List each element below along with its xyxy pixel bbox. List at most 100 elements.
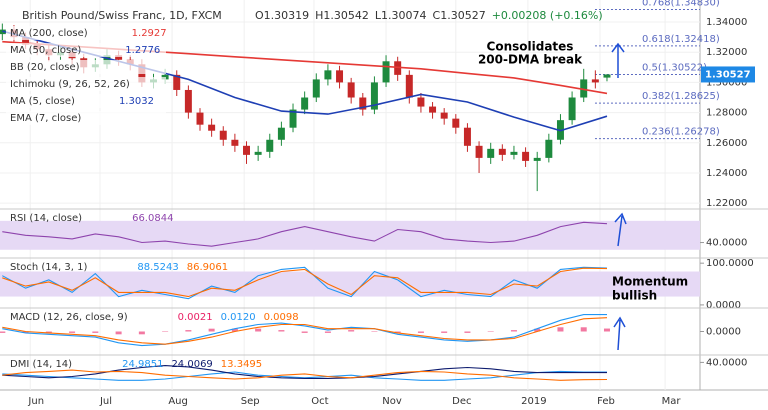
candle-body (405, 74, 413, 98)
candle-body (440, 112, 448, 119)
series-line (2, 369, 608, 381)
candle-body (22, 37, 30, 45)
candle-body (545, 139, 553, 158)
histogram-bar (162, 331, 169, 332)
annotation-group: Consolidates 200-DMA break Momentum bull… (478, 40, 688, 351)
candle-body (382, 61, 390, 83)
candle-body (603, 74, 611, 78)
legend-label: MA (5, close) (10, 96, 75, 107)
histogram-bar (348, 330, 355, 332)
histogram-bar (580, 327, 587, 332)
y-tick-label: 1.28000 (706, 108, 747, 119)
y-tick-label: 1.34000 (706, 17, 747, 28)
price-tag-label: 1.30527 (705, 69, 751, 80)
x-tick-label: Mar (662, 396, 682, 407)
candle-body (591, 79, 599, 83)
y-tick-label: 0.0000 (706, 327, 741, 338)
x-tick-label: Dec (452, 396, 471, 407)
candle-body (115, 55, 123, 60)
candle-body (277, 127, 285, 140)
legend-value: 24.0069 (171, 359, 212, 370)
y-tick-label: 1.30000 (706, 77, 747, 88)
candle-body (452, 118, 460, 128)
candle-body (487, 148, 495, 158)
candle-body (219, 130, 227, 140)
y-tick-label: 40.0000 (706, 238, 747, 249)
legend-label: Ichimoku (9, 26, 52, 26) (10, 79, 130, 90)
histogram-bar (22, 331, 29, 333)
legend-bg (6, 43, 166, 57)
y-tick-label: 1.22000 (706, 198, 747, 209)
x-tick-label: 2019 (521, 396, 546, 407)
annotation: bullish (612, 289, 657, 303)
legend-value: 1.2776 (125, 45, 160, 56)
candle-body (498, 148, 506, 155)
candle-body (359, 97, 367, 110)
legend-label: MA (200, close) (10, 28, 88, 39)
annotation: Momentum (612, 275, 688, 289)
histogram-bar (231, 328, 238, 332)
candle-body (568, 97, 576, 121)
series-line (2, 317, 608, 345)
arrow (613, 316, 626, 351)
candle-body (103, 55, 111, 65)
legend-label: MACD (12, 26, close, 9) (10, 312, 128, 323)
legend-bg (6, 77, 166, 91)
legend-value: 0.0021 (178, 312, 213, 323)
price-tag (701, 66, 755, 83)
candle-body (324, 70, 332, 80)
header-ohlc: O1.30319 (255, 9, 309, 22)
histogram-bar (69, 331, 76, 333)
fib-label: 0.618(1.32418) (642, 34, 720, 45)
candle-body (533, 157, 541, 161)
histogram-bar (185, 330, 192, 332)
legend-value: 24.9851 (122, 359, 163, 370)
histogram-bar (417, 331, 424, 333)
candle-body (463, 127, 471, 146)
histogram-bar (557, 327, 564, 332)
arrow (611, 42, 625, 78)
histogram-bar (603, 328, 610, 332)
series-line (2, 370, 607, 381)
x-tick-label: Aug (168, 396, 188, 407)
histogram-bar (0, 331, 6, 333)
histogram-bar (255, 328, 262, 332)
legend-bg (6, 60, 166, 74)
band (0, 220, 700, 250)
candle-body (254, 151, 262, 155)
legend-label: MA (50, close) (10, 45, 81, 56)
candle-body (475, 145, 483, 158)
histogram-bar (45, 331, 52, 333)
annotation: 200-DMA break (478, 53, 583, 67)
legend-label: DMI (14, 14) (10, 359, 72, 370)
x-tick-label: Sep (241, 396, 260, 407)
candle-body (184, 89, 192, 113)
legend-label: RSI (14, close) (10, 213, 82, 224)
header-title: British Pound/Swiss Franc, 1D, FXCM (22, 9, 222, 22)
series-line (2, 267, 608, 298)
header-ohlc: +0.00208 (+0.16%) (492, 9, 603, 22)
histogram-bar (324, 331, 331, 333)
candle-body (173, 74, 181, 90)
fib-label: 0.768(1.34830) (642, 0, 720, 9)
x-tick-label: Feb (597, 396, 615, 407)
y-tick-label: 40.0000 (706, 357, 747, 368)
legend-value: 0.0098 (264, 312, 299, 323)
band (0, 271, 700, 297)
legend-value: 13.3495 (221, 359, 262, 370)
candle-body (580, 79, 588, 98)
legend-label: Stoch (14, 3, 1) (10, 262, 87, 273)
legend-value: 0.0120 (221, 312, 256, 323)
histogram-bar (534, 328, 541, 332)
histogram-bar (208, 328, 215, 332)
candle-body (347, 82, 355, 98)
y-tick-label: 1.26000 (706, 138, 747, 149)
candle-body (231, 139, 239, 146)
candle-body (312, 79, 320, 98)
x-tick-label: Nov (382, 396, 402, 407)
y-tick-label: 1.32000 (706, 47, 747, 58)
fib-label: 0.236(1.26278) (642, 127, 720, 138)
histogram-bar (138, 331, 145, 335)
x-tick-label: Jun (27, 396, 44, 407)
